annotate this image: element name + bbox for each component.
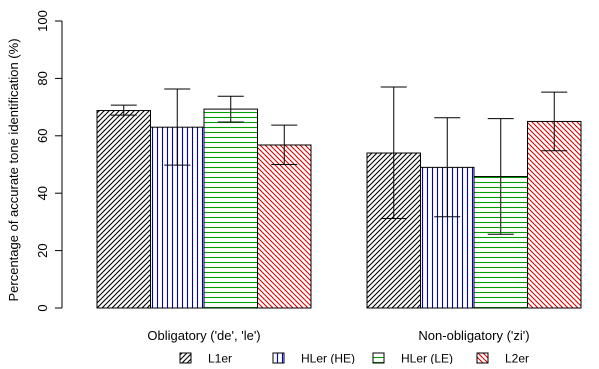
legend-swatch	[372, 352, 385, 364]
legend-swatch	[272, 352, 285, 364]
x-category-label: Obligatory ('de', 'le')	[147, 328, 260, 343]
y-tick-label: 60	[35, 129, 50, 143]
legend-swatch	[476, 352, 489, 364]
y-tick-label: 0	[35, 304, 50, 311]
x-category-label: Non-obligatory ('zi')	[418, 328, 529, 343]
legend-label: L2er	[505, 352, 529, 365]
y-axis-label: Percentage of accurate tone identificati…	[6, 38, 21, 301]
legend-label: HLer (LE)	[401, 352, 453, 365]
bar	[527, 120, 582, 309]
bar	[203, 108, 258, 309]
error-bars	[110, 86, 568, 235]
y-tick-label: 40	[35, 186, 50, 200]
y-tick-label: 20	[35, 243, 50, 257]
y-tick-label: 100	[35, 10, 50, 32]
legend: L1er HLer (HE) HLer (LE) L2er	[179, 352, 529, 366]
y-axis: 0 20 40 60 80 100	[35, 10, 63, 312]
x-axis-labels: Obligatory ('de', 'le') Non-obligatory ('…	[147, 328, 529, 343]
bar	[257, 144, 312, 309]
legend-label: L1er	[208, 352, 232, 365]
legend-label: HLer (HE)	[301, 352, 355, 365]
bars	[96, 108, 582, 309]
bar	[96, 110, 151, 309]
legend-swatch	[179, 352, 192, 364]
y-tick-label: 80	[35, 71, 50, 85]
